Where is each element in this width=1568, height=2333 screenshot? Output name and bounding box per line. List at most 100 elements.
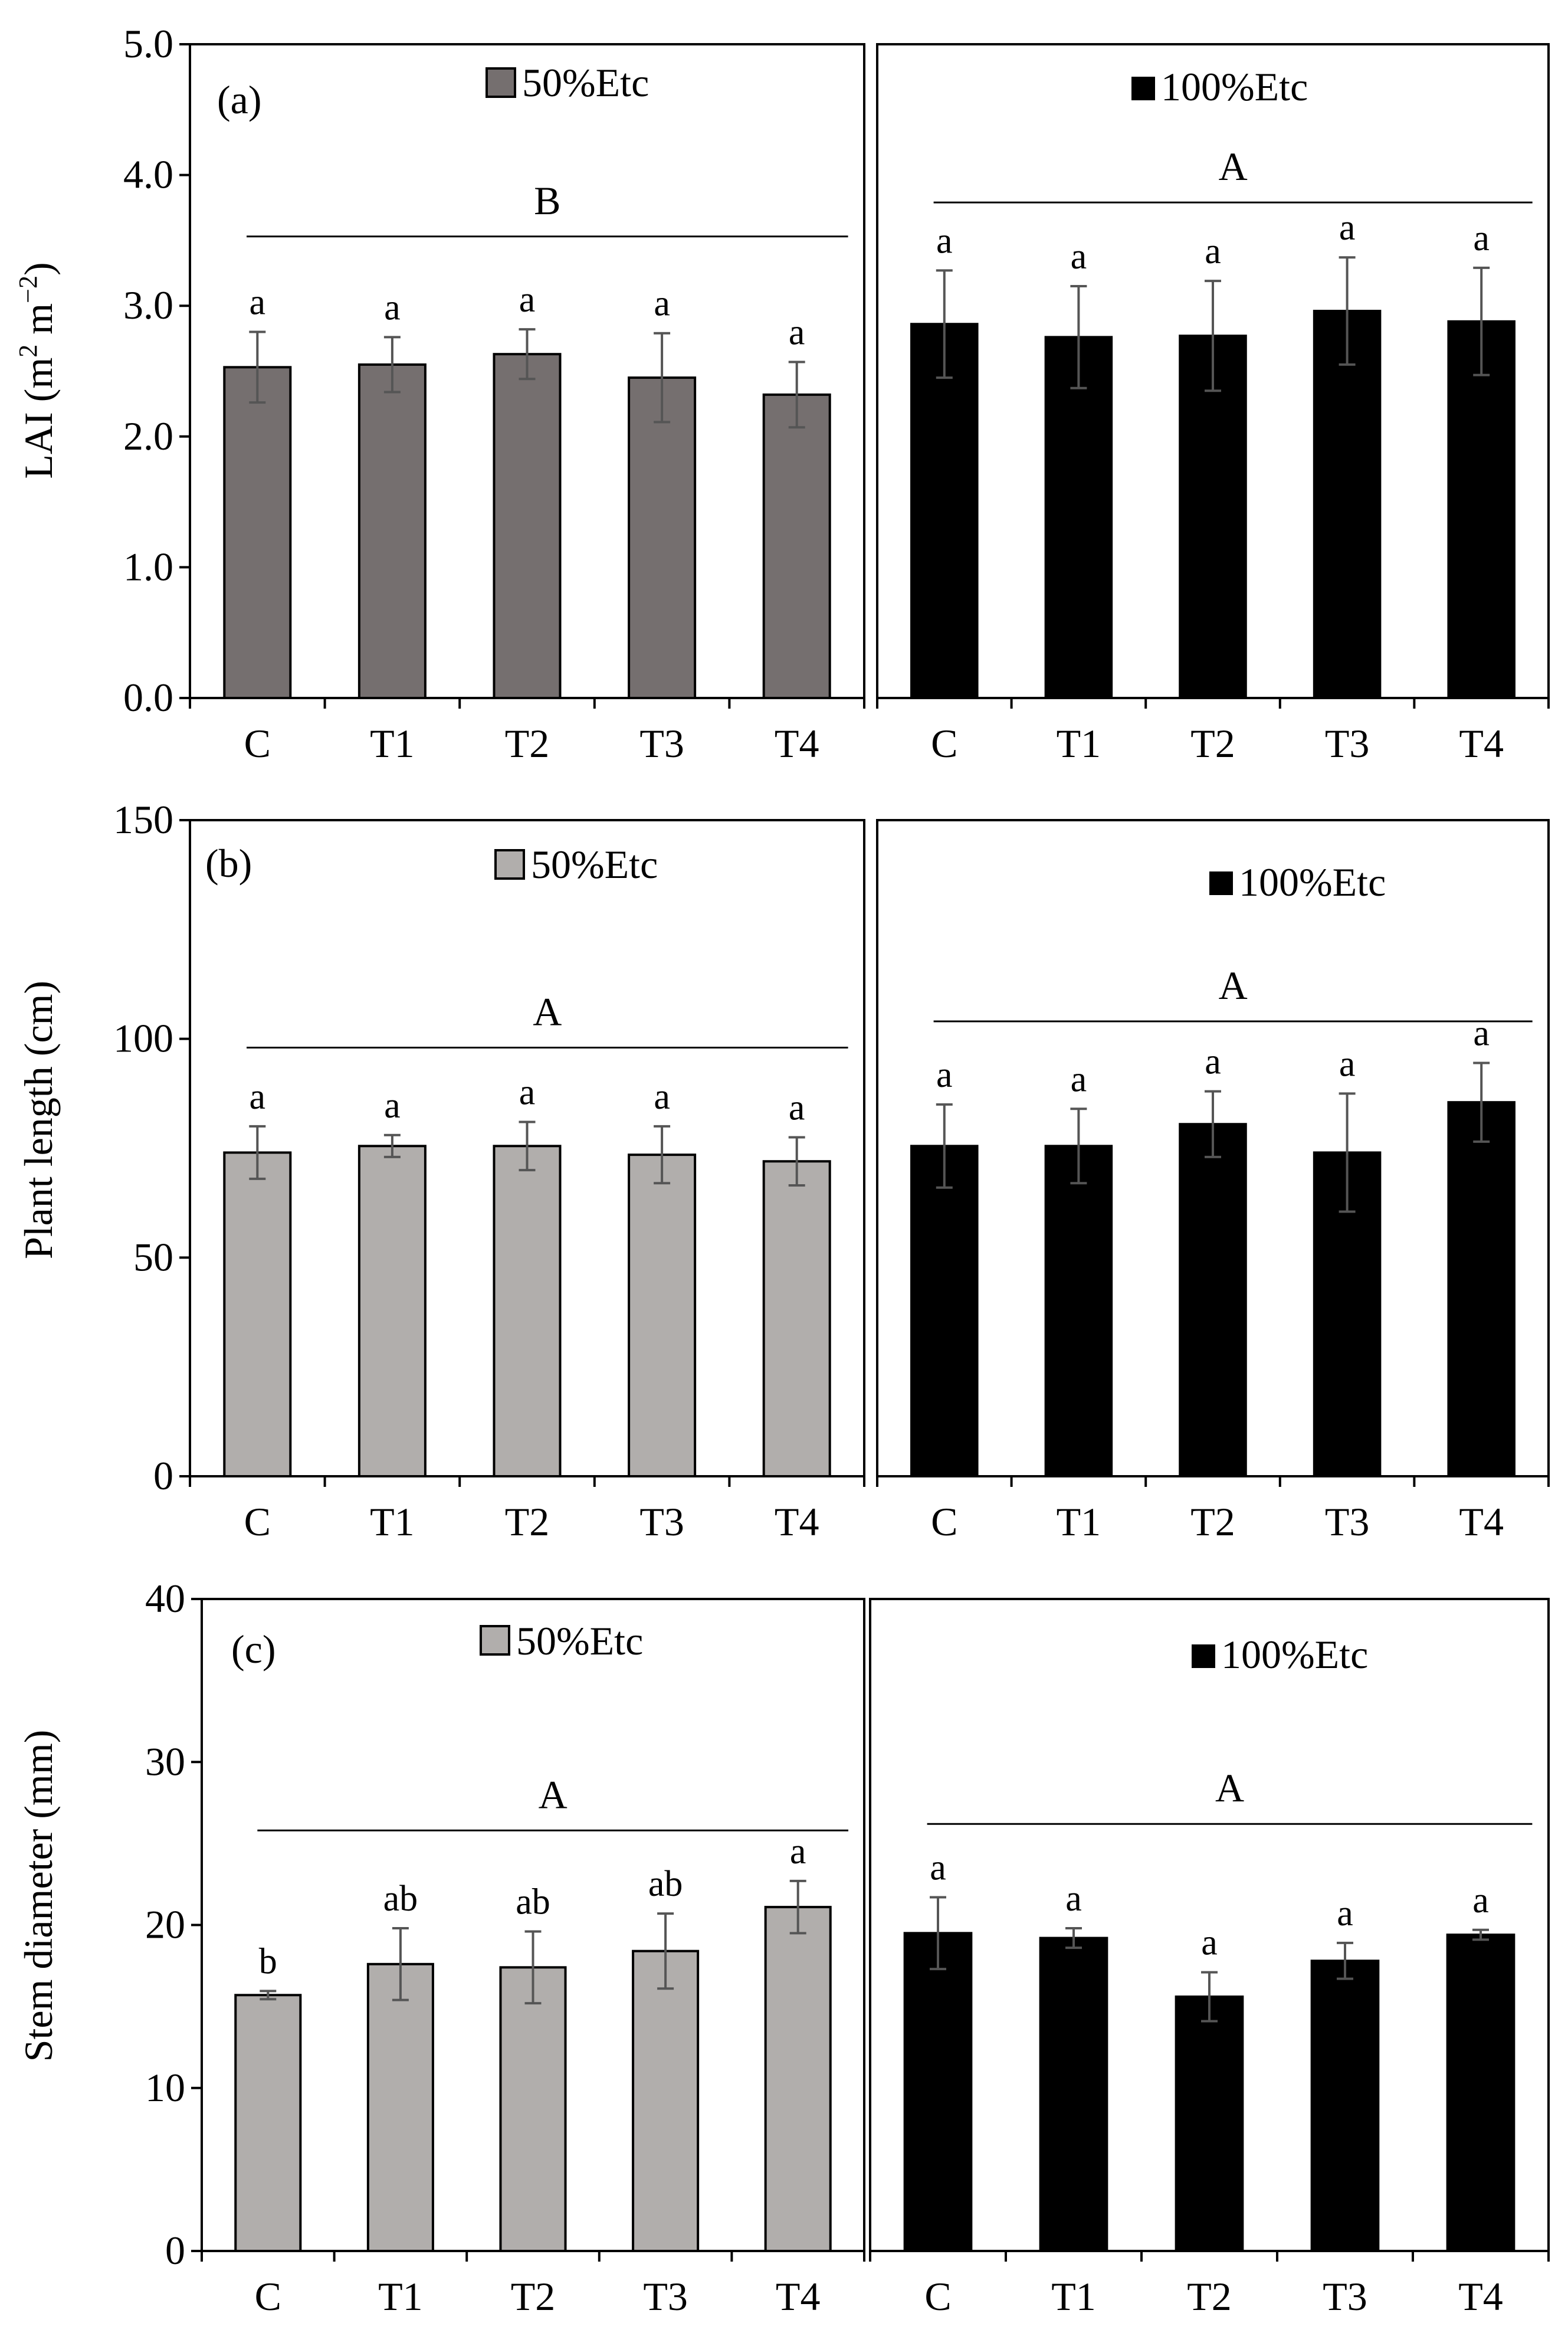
y-axis-title-a: LAI (m2 m−2) [14,262,61,479]
y-axis-title-b: Plant length (cm) [16,981,61,1259]
y-tick-label-c-3: 30 [145,1739,185,1784]
panel-tag-a: (a) [217,77,261,122]
group-letter-c-1: A [1215,1765,1244,1810]
y-tick-label-c-2: 20 [145,1902,185,1947]
legend-label-b-100: 100%Etc [1239,860,1386,905]
sig-letter-c-0-3: ab [648,1864,683,1904]
category-label-b-0-3: T3 [639,1499,684,1544]
sig-letter-b-1-1: a [1071,1059,1087,1099]
category-label-b-1-2: T2 [1190,1499,1235,1544]
bar-c-1-C [903,1932,973,2252]
sig-letter-b-1-3: a [1339,1044,1356,1084]
bar-b-1-T4 [1447,1101,1515,1478]
sig-letter-b-0-4: a [789,1087,805,1128]
category-label-b-1-0: C [931,1499,957,1544]
y-tick-label-b-2: 100 [113,1016,173,1061]
legend-label-b-50: 50%Etc [531,842,658,887]
sig-letter-b-0-0: a [250,1077,266,1117]
legend-label-c-100: 100%Etc [1221,1632,1368,1677]
sig-letter-a-1-2: a [1205,231,1221,271]
sig-letter-a-0-2: a [519,280,536,320]
legend-label-a-50: 50%Etc [522,60,649,105]
sig-letter-c-1-3: a [1337,1893,1353,1934]
bar-a-0-T3 [628,376,697,699]
bar-c-0-T4 [764,1906,832,2253]
bar-a-1-T2 [1179,335,1247,699]
bar-c-1-T3 [1310,1960,1380,2252]
bar-c-0-T2 [499,1966,567,2252]
bar-c-1-T1 [1039,1936,1108,2253]
category-label-c-1-1: T1 [1051,2274,1096,2319]
sig-letter-b-0-1: a [384,1086,401,1126]
category-label-a-0-0: C [244,721,271,766]
sig-letter-b-1-2: a [1205,1042,1221,1082]
y-tick-label-b-0: 0 [153,1453,173,1498]
bar-c-1-T4 [1446,1934,1515,2252]
bar-b-0-T3 [628,1154,697,1477]
sig-letter-a-1-4: a [1473,218,1490,258]
category-label-a-0-4: T4 [775,721,819,766]
sig-letter-b-0-2: a [519,1073,536,1113]
sig-letter-c-1-4: a [1472,1880,1489,1921]
bar-b-0-T2 [493,1145,562,1477]
sig-letter-b-1-0: a [936,1055,953,1095]
sig-letter-c-0-4: a [790,1831,806,1872]
sig-letter-a-0-1: a [384,287,401,327]
bar-b-0-C [223,1151,292,1477]
legend-swatch-b-50 [494,849,525,880]
category-label-c-0-1: T1 [378,2274,423,2319]
category-label-b-0-4: T4 [775,1499,819,1544]
sig-letter-a-0-0: a [250,283,266,323]
bar-a-1-T3 [1313,310,1382,699]
y-tick-label-a-3: 3.0 [123,283,173,327]
category-label-a-1-1: T1 [1057,721,1101,766]
sig-letter-a-0-4: a [789,312,805,352]
panel-tag-b: (b) [205,841,252,886]
sig-letter-c-0-2: ab [516,1882,550,1922]
y-tick-label-b-3: 150 [113,797,173,842]
sig-letter-a-0-3: a [654,284,670,324]
category-label-c-1-3: T3 [1323,2274,1367,2319]
bar-a-1-C [910,323,979,699]
legend-label-c-50: 50%Etc [516,1618,643,1663]
y-tick-label-a-2: 2.0 [123,414,173,458]
category-label-a-0-2: T2 [505,721,550,766]
category-label-c-1-2: T2 [1187,2274,1232,2319]
category-label-a-1-0: C [931,721,957,766]
category-label-b-0-0: C [244,1499,271,1544]
legend-swatch-c-50 [480,1625,510,1656]
group-letter-a-1: A [1219,144,1248,189]
chart-marks: 0.0 1.0 2.0 3.0 4.0 5.0 a Ca T1 a T2 a T3 a T4 Ba Ca T1 a T… [113,21,1550,2319]
bar-b-1-T1 [1044,1145,1113,1477]
bar-b-0-T4 [762,1160,831,1477]
category-label-c-0-4: T4 [776,2274,821,2319]
y-axis-title-c: Stem diameter (mm) [16,1730,61,2062]
chart-panel-b: 0 50 100 150 a Ca T1 a T2 a T3 a T4 Aa Ca T1 a T2 a T3 a T4 A [113,797,1550,1544]
sig-letter-a-1-3: a [1339,208,1356,248]
category-label-b-1-3: T3 [1325,1499,1370,1544]
category-label-b-0-2: T2 [505,1499,550,1544]
legend-swatch-c-100 [1192,1644,1215,1668]
category-label-a-0-3: T3 [639,721,684,766]
category-label-c-1-4: T4 [1458,2274,1503,2319]
bar-a-0-T2 [493,353,562,699]
category-label-a-0-1: T1 [370,721,415,766]
sig-letter-b-0-3: a [654,1077,670,1117]
y-tick-label-a-4: 4.0 [123,152,173,197]
sig-letter-a-1-0: a [936,221,953,261]
panel-c: (c) Stem diameter (mm) 50%Etc 100%Etc [16,1618,1368,2062]
sig-letter-b-1-4: a [1473,1013,1490,1053]
legend-swatch-b-100 [1209,871,1233,895]
bar-c-0-T1 [366,1962,434,2253]
category-label-c-0-0: C [255,2274,281,2319]
group-letter-a-0: B [534,178,560,223]
y-tick-label-a-0: 0.0 [123,675,173,720]
group-letter-b-1: A [1219,963,1248,1008]
bar-c-0-C [234,1994,302,2253]
category-label-b-1-4: T4 [1459,1499,1504,1544]
y-tick-label-a-1: 1.0 [123,544,173,589]
panel-b: (b) Plant length (cm) 50%Etc 100%Etc [16,841,1386,1259]
category-label-c-0-3: T3 [643,2274,688,2319]
y-tick-label-b-1: 50 [133,1234,173,1279]
